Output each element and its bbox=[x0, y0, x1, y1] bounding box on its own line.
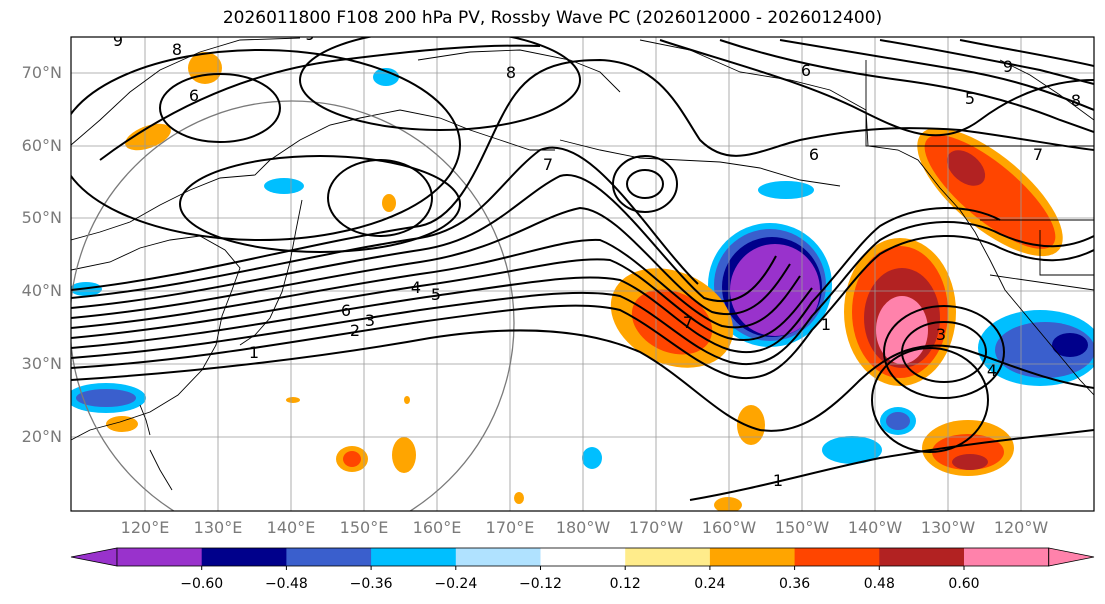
pv-contour-label: 7 bbox=[543, 155, 553, 174]
colorbar-segment bbox=[625, 548, 711, 566]
colorbar-tick-label: 0.60 bbox=[948, 576, 980, 592]
colorbar bbox=[70, 547, 1095, 570]
lat-label: 40°N bbox=[21, 281, 62, 300]
colorbar-tick-label: −0.12 bbox=[519, 576, 562, 592]
lon-label: 120°E bbox=[120, 518, 170, 537]
pv-contour-label: 6 bbox=[809, 145, 819, 164]
colorbar-segment bbox=[964, 548, 1050, 566]
lon-label: 150°E bbox=[339, 518, 389, 537]
pv-contour-label: 9 bbox=[305, 25, 315, 44]
colorbar-segment bbox=[286, 548, 372, 566]
pv-contour-label: 8 bbox=[506, 63, 516, 82]
colorbar-extend-min bbox=[70, 547, 118, 567]
colorbar-tick-label: −0.36 bbox=[349, 576, 393, 592]
colorbar-extend-max bbox=[1048, 547, 1095, 567]
pv-contours bbox=[71, 37, 1094, 501]
pv-contour-label: 3 bbox=[365, 311, 375, 330]
pv-contour-label: 4 bbox=[411, 278, 421, 297]
pv-contour-label: 9 bbox=[113, 31, 123, 50]
lon-label: 160°E bbox=[412, 518, 462, 537]
colorbar-segment bbox=[540, 548, 626, 566]
graticule bbox=[71, 37, 1094, 511]
colorbar-segment bbox=[709, 548, 796, 566]
colorbar-segment bbox=[794, 548, 880, 566]
lon-label: 130°W bbox=[920, 518, 976, 537]
colorbar-frame bbox=[116, 547, 1050, 567]
lat-label: 60°N bbox=[21, 136, 62, 155]
lon-label: 140°W bbox=[847, 518, 903, 537]
lat-label: 50°N bbox=[21, 208, 62, 227]
lon-label: 170°W bbox=[628, 518, 684, 537]
lon-label: 170°E bbox=[485, 518, 535, 537]
pv-contour-label: 1 bbox=[821, 315, 831, 334]
lon-label: 150°W bbox=[774, 518, 830, 537]
pv-contour-label: 5 bbox=[431, 285, 441, 304]
colorbar-segment bbox=[117, 548, 203, 566]
map-frame bbox=[70, 36, 1095, 512]
colorbar-tick-label: −0.24 bbox=[434, 576, 478, 592]
pv-contour-label: 5 bbox=[965, 89, 975, 108]
pv-contour-label: 7 bbox=[683, 313, 693, 332]
colorbar-segment bbox=[455, 548, 541, 566]
pv-contour-label: 8 bbox=[1071, 91, 1081, 110]
colorbar-tick-label: 0.36 bbox=[779, 576, 811, 592]
lon-label: 180°W bbox=[555, 518, 611, 537]
pv-contour-label: 4 bbox=[987, 361, 997, 380]
pv-contour-label: 3 bbox=[936, 325, 946, 344]
pv-contour-label: 7 bbox=[1033, 145, 1043, 164]
pv-contour-label: 9 bbox=[1003, 57, 1013, 76]
lon-label: 160°W bbox=[701, 518, 757, 537]
colorbar-tick-label: 0.48 bbox=[863, 576, 895, 592]
lon-label: 140°E bbox=[266, 518, 316, 537]
pv-contour-label: 6 bbox=[189, 86, 199, 105]
colorbar-tick-label: −0.60 bbox=[180, 576, 224, 592]
pv-contour-label: 6 bbox=[801, 61, 811, 80]
pv-contour-label: 6 bbox=[341, 301, 351, 320]
colorbar-segment bbox=[371, 548, 457, 566]
colorbar-tick-label: 0.12 bbox=[609, 576, 641, 592]
great-circle-ring bbox=[71, 100, 515, 511]
colorbar-tick-label: −0.48 bbox=[264, 576, 308, 592]
pv-contour-label: 2 bbox=[350, 321, 360, 340]
map-title: 2026011800 F108 200 hPa PV, Rossby Wave … bbox=[222, 8, 883, 28]
lon-label: 120°W bbox=[993, 518, 1049, 537]
lon-label: 130°E bbox=[193, 518, 243, 537]
lat-label: 30°N bbox=[21, 354, 62, 373]
pv-contour-label: 8 bbox=[172, 40, 182, 59]
lat-label: 20°N bbox=[21, 427, 62, 446]
colorbar-tick-label: 0.24 bbox=[694, 576, 726, 592]
pv-contour-label: 1 bbox=[773, 471, 783, 490]
pv-anomaly-shading bbox=[71, 52, 1094, 511]
colorbar-segment bbox=[879, 548, 965, 566]
colorbar-segment bbox=[201, 548, 287, 566]
lat-label: 70°N bbox=[21, 63, 62, 82]
pv-contour-label: 1 bbox=[249, 343, 259, 362]
